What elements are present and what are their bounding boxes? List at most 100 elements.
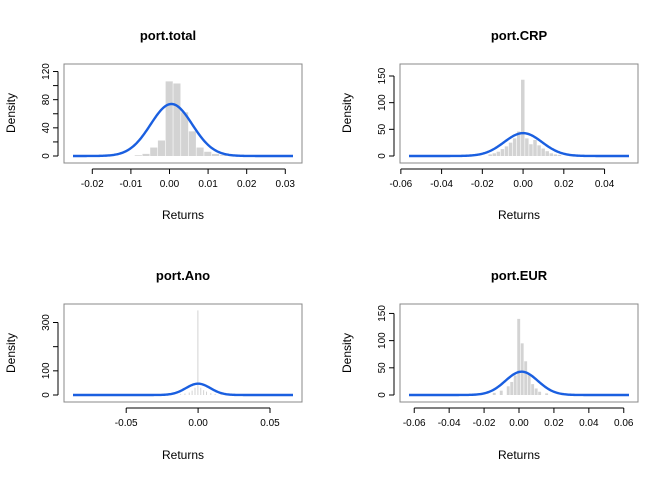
histogram-bar — [545, 393, 549, 395]
x-axis-label: Returns — [162, 448, 204, 462]
histogram-bar — [210, 393, 212, 395]
y-tick-label: 100 — [41, 362, 52, 379]
y-axis-label: Density — [340, 333, 354, 373]
density-curve — [409, 370, 629, 397]
y-tick-label: 0 — [377, 392, 388, 398]
histogram-bar — [557, 154, 562, 156]
x-tick-label: -0.04 — [438, 418, 461, 429]
x-tick-label: -0.02 — [471, 179, 494, 190]
histogram-bar — [219, 155, 227, 156]
histogram-bar — [541, 148, 545, 156]
x-axis-label: Returns — [498, 448, 540, 462]
plot-box — [399, 303, 639, 403]
histogram-bar — [508, 142, 513, 156]
y-tick-label: 120 — [41, 63, 52, 80]
y-tick-label: 0 — [41, 153, 52, 159]
histogram-bar — [188, 131, 196, 156]
chart-title: port.CRP — [491, 28, 548, 43]
histogram-bar — [211, 153, 220, 156]
x-tick-label: 0.04 — [579, 418, 599, 429]
panel-port-CRP: port.CRP -0.06 -0.04 -0.02 0.00 0.02 0.04 0 50 10… — [340, 28, 639, 222]
histogram-bar — [524, 361, 528, 395]
histogram-bar — [496, 151, 501, 156]
histogram-bar — [150, 147, 158, 156]
x-axis-label: Returns — [162, 208, 204, 222]
y-axis-label: Density — [4, 333, 18, 373]
histogram-bar — [191, 390, 193, 395]
histogram-bar — [545, 151, 549, 156]
x-tick-label: -0.05 — [115, 418, 138, 429]
density-curve — [409, 131, 629, 158]
x-tick-label: 0.04 — [595, 179, 615, 190]
histogram-bar — [173, 83, 181, 156]
x-tick-label: 0.05 — [260, 418, 280, 429]
histogram-bar — [142, 153, 150, 156]
x-tick-label: 0.02 — [554, 179, 574, 190]
histogram-bar — [194, 387, 196, 395]
histogram-bar — [492, 392, 496, 395]
x-tick-label: 0.00 — [188, 418, 208, 429]
histogram-bar — [510, 381, 514, 395]
x-tick-label: 0.00 — [160, 179, 180, 190]
histogram-bar — [165, 81, 173, 156]
x-tick-label: -0.06 — [403, 418, 426, 429]
x-tick-label: -0.06 — [389, 179, 412, 190]
histogram-bar — [529, 144, 533, 156]
x-tick-label: 0.02 — [544, 418, 564, 429]
histogram-bar — [492, 153, 496, 156]
x-tick-label: 0.06 — [614, 418, 634, 429]
histogram-bar — [499, 390, 503, 395]
y-tick-label: 150 — [377, 305, 388, 322]
histogram-bar — [206, 391, 208, 395]
histogram-bar — [517, 318, 521, 395]
y-tick-label: 50 — [377, 123, 388, 135]
histogram-bar — [181, 112, 189, 156]
density-curve — [73, 102, 293, 158]
y-axis-label: Density — [340, 93, 354, 133]
histogram-bar — [531, 384, 535, 395]
histogram-bar — [512, 138, 517, 156]
x-tick-label: 0.02 — [237, 179, 257, 190]
plot-box — [399, 63, 639, 164]
histogram-bar — [180, 394, 182, 395]
histogram-bar — [553, 154, 558, 156]
histogram-bar — [214, 394, 216, 395]
histogram-bar — [197, 310, 199, 395]
y-tick-label: 0 — [377, 153, 388, 159]
x-tick-label: 0.00 — [509, 418, 529, 429]
y-tick-label: 100 — [377, 94, 388, 111]
histogram-bar — [504, 146, 509, 156]
x-tick-label: 0.03 — [276, 179, 296, 190]
histogram-bar — [534, 388, 538, 395]
x-tick-label: 0.01 — [198, 179, 218, 190]
chart-title: port.Ano — [156, 268, 210, 283]
x-tick-label: -0.01 — [119, 179, 142, 190]
histogram-bar — [521, 79, 525, 156]
histogram-bar — [516, 131, 521, 156]
y-tick-label: 100 — [377, 332, 388, 349]
y-tick-label: 300 — [41, 314, 52, 331]
y-tick-label: 150 — [377, 67, 388, 84]
density-curve — [73, 382, 293, 397]
histogram-bar — [525, 138, 529, 156]
panel-port-EUR: port.EUR -0.06 -0.04 -0.02 0.00 0.02 0.04 0.06 0… — [340, 268, 639, 462]
y-tick-label: 0 — [41, 392, 52, 398]
histogram-bar — [533, 140, 537, 156]
histogram-bar — [513, 375, 517, 395]
panel-port-total: port.total -0.02 -0.01 0.00 0.01 0.02 0.03 0 40 8… — [4, 28, 303, 222]
histogram-bar — [184, 393, 186, 395]
x-tick-label: 0.00 — [513, 179, 533, 190]
panel-port-Ano: port.Ano -0.05 0.00 0.05 0 100 300 Returns Densi… — [4, 268, 303, 462]
histogram-bar — [488, 154, 492, 156]
histogram-bar — [520, 343, 524, 395]
histogram-bar — [188, 392, 190, 395]
histogram-bar — [203, 390, 205, 395]
x-axis-label: Returns — [498, 208, 540, 222]
y-tick-label: 80 — [41, 94, 52, 106]
chart-title: port.EUR — [491, 268, 548, 283]
x-tick-label: -0.02 — [81, 179, 104, 190]
histogram-bar — [157, 140, 166, 156]
y-axis-label: Density — [4, 93, 18, 133]
y-tick-label: 40 — [41, 122, 52, 134]
